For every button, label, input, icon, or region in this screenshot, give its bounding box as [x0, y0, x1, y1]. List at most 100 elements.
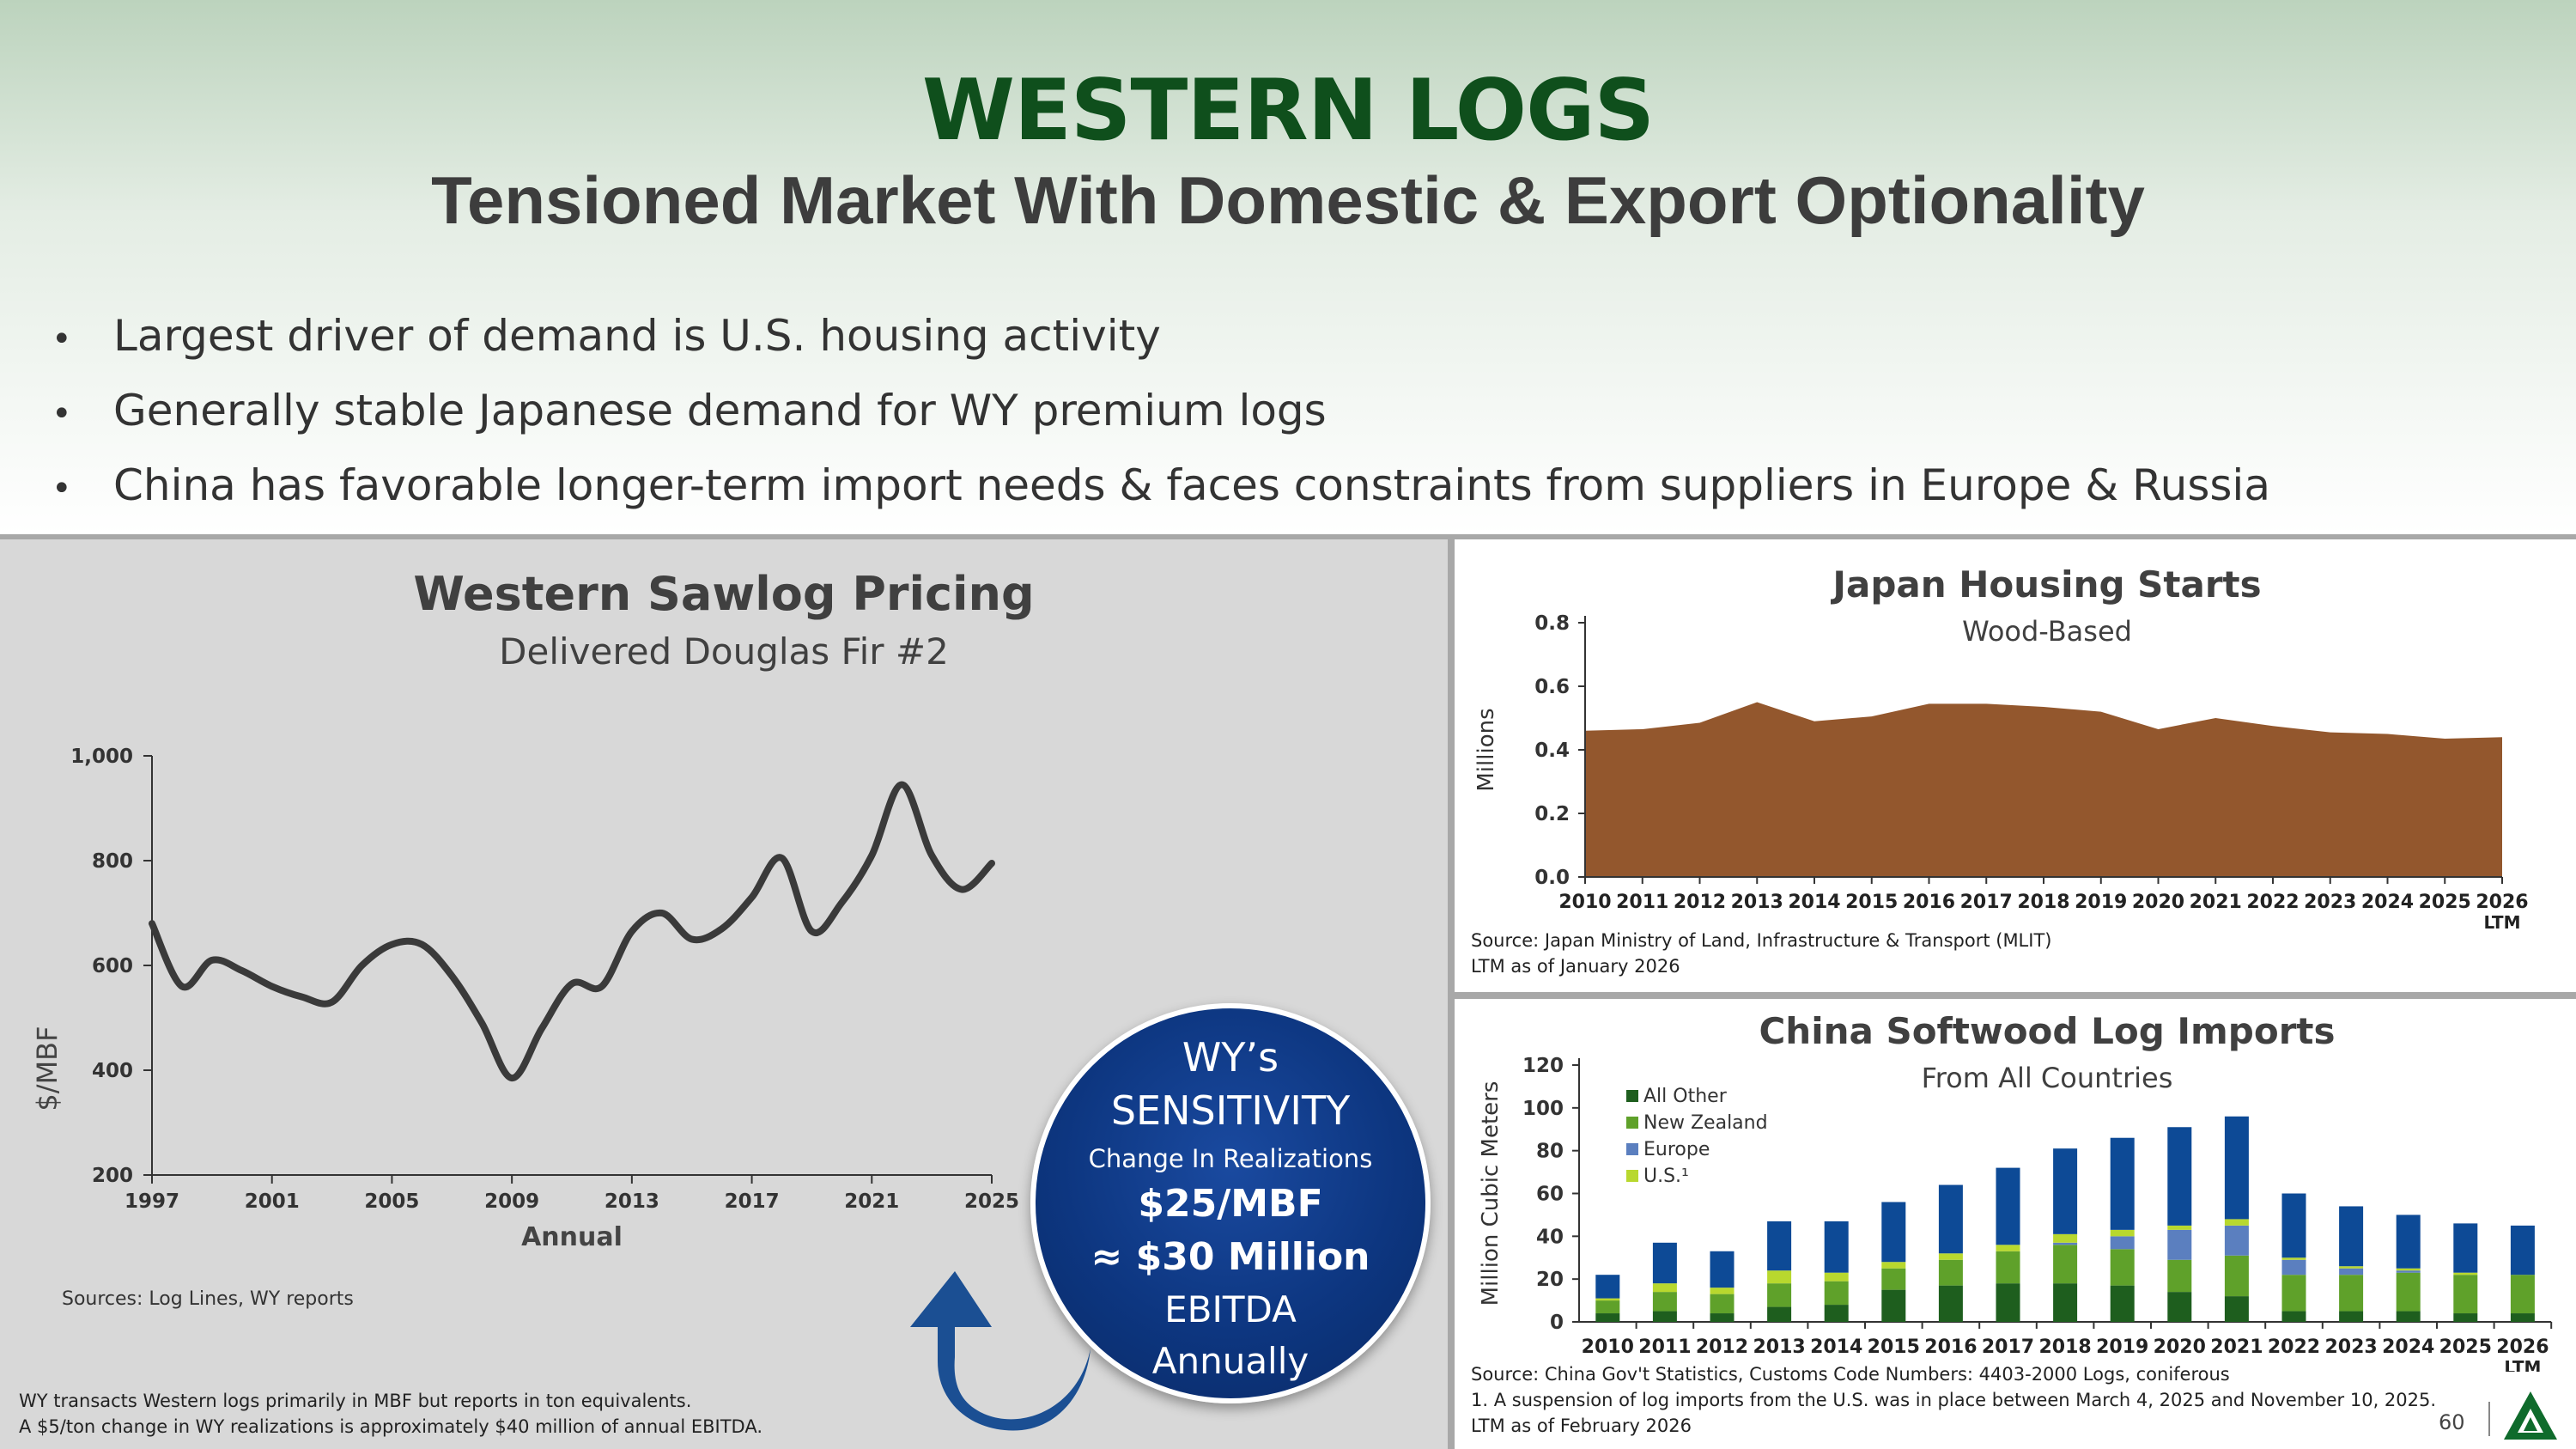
bar-segment	[1996, 1167, 2020, 1245]
y-axis-label: Million Cubic Meters	[1478, 1081, 1504, 1306]
bar-segment	[2339, 1311, 2364, 1322]
bar-segment	[2281, 1275, 2306, 1312]
bar-segment	[2453, 1313, 2478, 1322]
bar-segment	[2396, 1215, 2421, 1269]
japan-title: Japan Housing Starts	[1832, 563, 2262, 606]
bar-segment	[2339, 1266, 2364, 1269]
y-tick-label: 1,000	[70, 746, 133, 768]
japan-subtitle: Wood-Based	[1962, 615, 2132, 648]
bar-segment	[2224, 1225, 2249, 1256]
x-tick-label: 2019	[2075, 892, 2127, 913]
sensitivity-line4: $25/MBF	[1138, 1182, 1323, 1226]
bar-segment	[1652, 1292, 1677, 1312]
x-tick-label: 2012	[1696, 1336, 1748, 1358]
x-tick-label: 2021	[844, 1190, 899, 1213]
sawlog-subtitle: Delivered Douglas Fir #2	[499, 630, 949, 673]
x-tick-label: 2005	[364, 1190, 419, 1213]
x-tick-label: 2024	[2382, 1336, 2434, 1358]
x-tick-label: 2026	[2496, 1336, 2549, 1358]
page-subtitle: Tensioned Market With Domestic & Export …	[431, 162, 2145, 238]
sensitivity-bubble: WY’s SENSITIVITY Change In Realizations …	[1030, 1003, 1431, 1403]
sensitivity-line7: Annually	[1151, 1340, 1309, 1382]
bar-segment	[1767, 1270, 1792, 1284]
bullet-text: Largest driver of demand is U.S. housing…	[113, 311, 1161, 361]
bar-segment	[1881, 1289, 1906, 1322]
bar-segment	[2224, 1296, 2249, 1322]
ltm-label: LTM	[2504, 1357, 2541, 1372]
x-tick-label: 2025	[2439, 1336, 2492, 1358]
bar-segment	[2053, 1242, 2078, 1245]
y-tick-label: 600	[92, 955, 133, 977]
bar-segment	[2281, 1193, 2306, 1258]
bar-segment	[1996, 1245, 2020, 1251]
china-source: Source: China Gov't Statistics, Customs …	[1471, 1364, 2230, 1385]
bar-segment	[1996, 1251, 2020, 1284]
bar-segment	[1767, 1283, 1792, 1307]
x-tick-label: 2010	[1558, 892, 1611, 913]
bar-segment	[2339, 1206, 2364, 1267]
bullet-text: China has favorable longer-term import n…	[113, 460, 2270, 510]
y-tick-label: 800	[92, 850, 133, 873]
x-tick-label: 2013	[1731, 892, 1783, 913]
x-axis-label: Annual	[521, 1222, 623, 1252]
x-tick-label: 2018	[2038, 1336, 2091, 1358]
y-tick-label: 0.0	[1534, 867, 1570, 889]
sawlog-title: Western Sawlog Pricing	[413, 567, 1035, 621]
bar-segment	[1710, 1313, 1735, 1322]
bar-segment	[2281, 1259, 2306, 1275]
bar-segment	[2167, 1259, 2192, 1293]
bar-segment	[2110, 1285, 2135, 1322]
x-tick-label: 2025	[2419, 892, 2471, 913]
x-tick-label: 2026	[2476, 892, 2528, 913]
y-tick-label: 400	[92, 1060, 133, 1082]
bar-segment	[1881, 1268, 1906, 1290]
bar-segment	[1938, 1285, 1963, 1322]
bar-segment	[2110, 1137, 2135, 1230]
china-ltm-note: LTM as of February 2026	[1471, 1416, 1692, 1436]
legend-label: New Zealand	[1643, 1112, 1768, 1134]
header-band	[0, 0, 2576, 534]
page-number: 60	[2439, 1410, 2465, 1434]
x-tick-label: 2014	[1810, 1336, 1862, 1358]
bar-segment	[2053, 1233, 2078, 1243]
bar-segment	[2110, 1249, 2135, 1286]
weyerhaeuser-logo-icon	[2504, 1391, 2557, 1440]
y-tick-label: 0.6	[1534, 676, 1570, 698]
bar-segment	[2110, 1229, 2135, 1237]
bullet-item: • China has favorable longer-term import …	[52, 448, 2270, 523]
y-tick-label: 20	[1536, 1269, 1564, 1291]
x-tick-label: 2020	[2154, 1336, 2206, 1358]
sensitivity-line6: EBITDA	[1164, 1288, 1297, 1330]
x-tick-label: 2013	[1753, 1336, 1805, 1358]
header-divider	[0, 534, 2576, 539]
x-tick-label: 2014	[1788, 892, 1840, 913]
sensitivity-line5: ≈ $30 Million	[1091, 1235, 1370, 1279]
bar-segment	[2053, 1283, 2078, 1322]
sawlog-footnote-2: A $5/ton change in WY realizations is ap…	[19, 1416, 762, 1437]
y-axis-label: $/MBF	[31, 1026, 64, 1111]
y-tick-label: 0.4	[1534, 740, 1570, 762]
china-footnote: 1. A suspension of log imports from the …	[1471, 1390, 2437, 1410]
x-tick-label: 2020	[2132, 892, 2184, 913]
x-tick-label: 2011	[1638, 1336, 1691, 1358]
bar-segment	[2167, 1229, 2192, 1260]
bar-segment	[2167, 1292, 2192, 1322]
bar-segment	[2339, 1268, 2364, 1275]
y-tick-label: 0	[1550, 1312, 1564, 1334]
bar-segment	[2224, 1219, 2249, 1226]
x-tick-label: 2022	[2246, 892, 2299, 913]
legend-label: Europe	[1643, 1139, 1710, 1160]
bar-segment	[2396, 1272, 2421, 1312]
ltm-label: LTM	[2484, 912, 2521, 933]
x-tick-label: 2017	[1960, 892, 2013, 913]
x-tick-label: 2018	[2017, 892, 2069, 913]
bar-segment	[1824, 1305, 1849, 1322]
bar-segment	[2281, 1257, 2306, 1260]
bar-segment	[1710, 1294, 1735, 1314]
curved-arrow-icon	[910, 1271, 1091, 1431]
legend-swatch	[1626, 1117, 1638, 1129]
china-title: China Softwood Log Imports	[1759, 1010, 2336, 1052]
bar-segment	[1938, 1259, 1963, 1286]
x-tick-label: 2001	[245, 1190, 300, 1213]
